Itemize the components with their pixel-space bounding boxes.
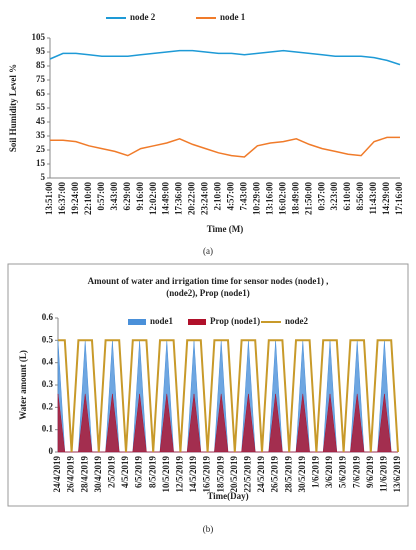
x-tick-label: 16/5/2019 [202,456,212,493]
caption: (a) [203,246,213,256]
legend-label: Prop (node1) [210,316,260,326]
x-tick-label: 6:29:00 [122,182,132,211]
y-tick-label: 65 [36,88,46,98]
x-tick-label: 5/6/2019 [338,456,348,489]
x-tick-label: 13:16:00 [264,182,274,215]
y-tick-label: 0.1 [42,424,54,434]
x-tick-label: 2:10:00 [213,182,223,211]
x-tick-label: 8:56:00 [355,182,365,211]
legend-swatch [128,319,146,325]
x-tick-label: 11:43:00 [368,182,378,215]
x-tick-label: 4:57:00 [226,182,236,211]
x-tick-label: 14:29:00 [381,182,391,215]
x-tick-label: 23:24:00 [200,182,210,215]
x-tick-label: 22/5/2019 [242,456,252,493]
x-tick-label: 17:16:00 [394,182,404,215]
x-tick-label: 16:02:00 [277,182,287,215]
legend-label: node1 [150,316,174,326]
x-tick-label: 26/5/2019 [270,456,280,493]
x-tick-label: 14/5/2019 [188,456,198,493]
y-tick-label: 85 [36,60,46,70]
y-tick-label: 0.3 [42,379,54,389]
x-tick-label: 16:37:00 [57,182,67,215]
x-tick-label: 3/6/2019 [324,456,334,489]
y-tick-label: 35 [36,130,46,140]
y-tick-label: 75 [36,74,46,84]
line [58,339,399,453]
x-tick-label: 8/5/2019 [147,456,157,489]
x-tick-label: 19:24:00 [70,182,80,215]
x-tick-label: 7/6/2019 [351,456,361,489]
y-tick-label: 0.5 [42,334,54,344]
x-tick-label: 14:49:00 [161,182,171,215]
y-tick-label: 95 [36,46,46,56]
y-tick-label: 0.2 [42,401,54,411]
x-tick-label: 10/5/2019 [161,456,171,493]
x-tick-label: 1/6/2019 [310,456,320,489]
x-tick-label: 7:43:00 [239,182,249,211]
x-tick-label: 2/5/2019 [106,456,116,489]
y-tick-label: 0.6 [42,312,54,322]
x-tick-label: 17:36:00 [174,182,184,215]
y-tick-label: 55 [36,102,46,112]
x-tick-label: 26/4/2019 [66,456,76,493]
legend-label: node 1 [220,12,246,22]
x-tick-label: 13:51:00 [44,182,54,215]
line [50,136,400,158]
x-tick-label: 13/6/2019 [392,456,402,493]
x-tick-label: 6/5/2019 [134,456,144,489]
y-tick-label: 0.4 [42,357,54,367]
y-tick-label: 0 [49,446,54,456]
x-tick-label: 12/5/2019 [174,456,184,493]
x-axis-title: Time (M) [207,224,244,234]
x-tick-label: 18/5/2019 [215,456,225,493]
chart-title: Amount of water and irrigation time for … [88,276,329,298]
y-tick-label: 25 [36,144,46,154]
x-tick-label: 6:10:00 [342,182,352,211]
x-tick-label: 21:50:00 [303,182,313,215]
x-tick-label: 0:37:00 [316,182,326,211]
x-tick-label: 22:10:00 [83,182,93,215]
x-axis-title: Time(Day) [207,491,248,501]
legend-label: node2 [285,316,309,326]
chart-b-frame [7,263,409,507]
x-tick-label: 24/4/2019 [52,456,62,493]
legend-label: node 2 [130,12,156,22]
y-tick-label: 5 [41,172,46,182]
x-tick-label: 3:43:00 [109,182,119,211]
y-tick-label: 15 [36,158,46,168]
x-tick-label: 20:22:00 [187,182,197,215]
x-tick-label: 4/5/2019 [120,456,130,489]
x-tick-label: 9/6/2019 [365,456,375,489]
x-tick-label: 10:29:00 [251,182,261,215]
x-tick-label: 9:16:00 [135,182,145,211]
y-tick-label: 105 [32,32,46,42]
x-tick-label: 28/5/2019 [283,456,293,493]
x-tick-label: 0:57:00 [96,182,106,211]
line [49,49,401,66]
y-tick-label: 45 [36,116,46,126]
x-tick-label: 20/5/2019 [229,456,239,493]
x-tick-label: 3:23:00 [329,182,339,211]
y-axis-title: Soil Humidity Level % [8,64,18,152]
legend-swatch [188,319,206,325]
y-axis-title: Water amount (L) [18,350,28,420]
caption: (b) [203,524,214,534]
x-tick-label: 18:49:00 [290,182,300,215]
x-tick-label: 11/6/2019 [378,456,388,493]
x-tick-label: 30/5/2019 [297,456,307,493]
x-tick-label: 24/5/2019 [256,456,266,493]
x-tick-label: 28/4/2019 [79,456,89,493]
x-tick-label: 30/4/2019 [93,456,103,493]
x-tick-label: 12:02:00 [148,182,158,215]
